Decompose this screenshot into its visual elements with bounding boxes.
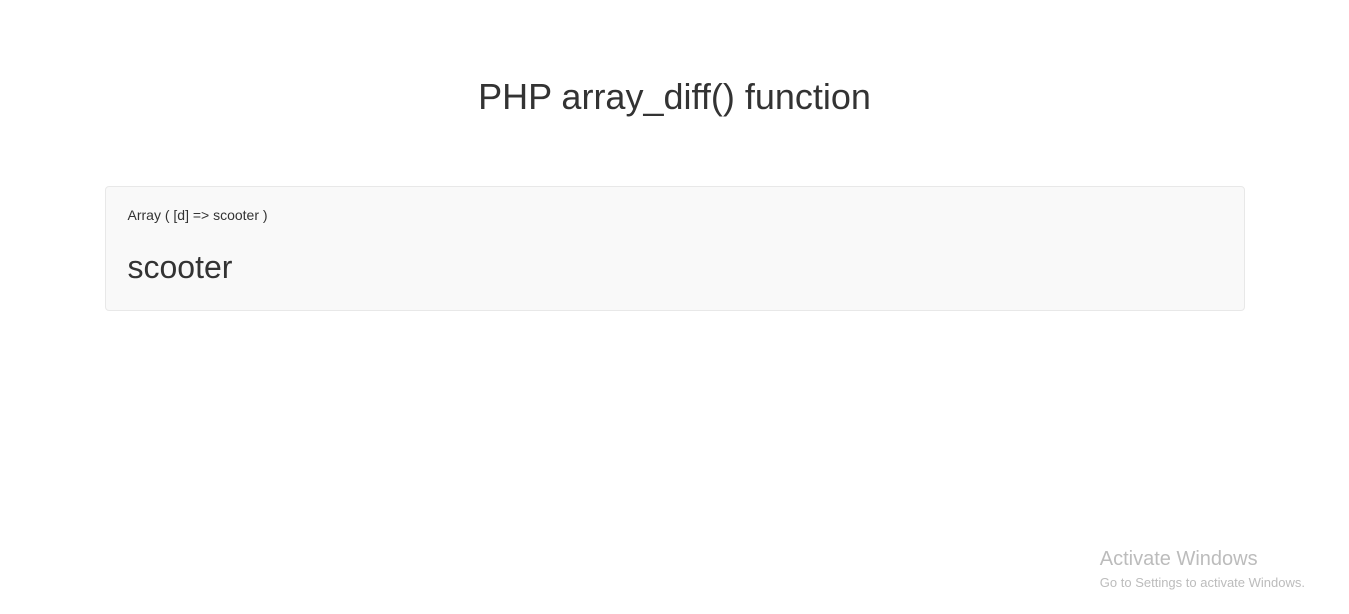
watermark-title: Activate Windows: [1100, 548, 1305, 571]
content-wrapper: PHP array_diff() function Array ( [d] =>…: [0, 0, 1349, 311]
output-box: Array ( [d] => scooter ) scooter: [105, 186, 1245, 311]
page-title: PHP array_diff() function: [0, 76, 1349, 118]
activate-windows-watermark: Activate Windows Go to Settings to activ…: [1100, 548, 1305, 590]
array-output-text: Array ( [d] => scooter ): [128, 207, 1222, 223]
watermark-subtitle: Go to Settings to activate Windows.: [1100, 575, 1305, 590]
value-output-text: scooter: [128, 249, 1222, 286]
